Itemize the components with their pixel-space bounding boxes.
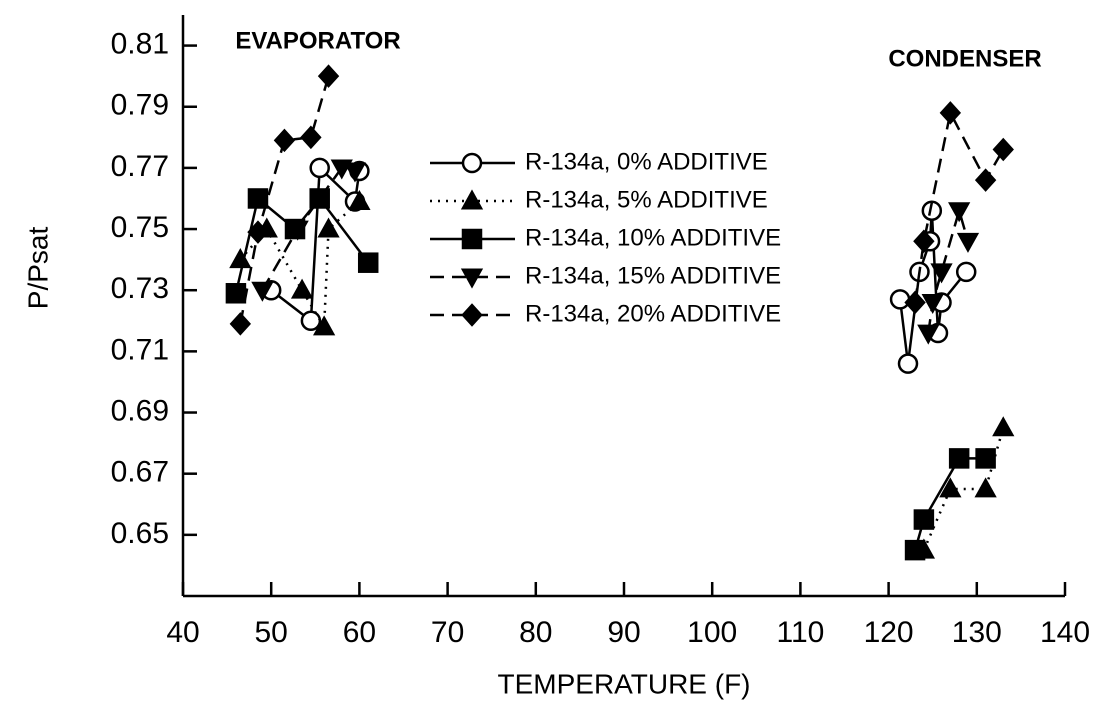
y-tick-label: 0.79 — [111, 89, 169, 122]
x-tick-label: 90 — [607, 616, 640, 649]
x-tick-label: 70 — [431, 616, 464, 649]
marker — [974, 477, 997, 498]
marker — [247, 188, 269, 209]
series-line — [239, 200, 1005, 551]
marker — [939, 477, 962, 498]
legend-marker — [460, 268, 484, 289]
x-tick-label: 50 — [255, 616, 288, 649]
marker — [956, 232, 980, 253]
y-tick-label: 0.75 — [111, 211, 169, 244]
marker — [913, 509, 935, 530]
marker — [948, 202, 971, 223]
marker — [273, 128, 296, 153]
marker — [300, 310, 322, 332]
x-tick-label: 120 — [864, 616, 914, 649]
marker — [300, 125, 322, 150]
marker — [904, 539, 926, 561]
y-tick-label: 0.69 — [111, 394, 169, 427]
marker — [921, 200, 943, 221]
x-tick-label: 140 — [1040, 616, 1090, 649]
marker — [955, 261, 977, 283]
x-tick-label: 40 — [166, 616, 199, 649]
marker — [992, 137, 1014, 162]
x-tick-label: 130 — [952, 616, 1002, 649]
y-tick-label: 0.77 — [111, 150, 169, 183]
y-tick-label: 0.81 — [111, 28, 169, 61]
marker — [247, 220, 269, 244]
annotation: CONDENSER — [888, 45, 1041, 72]
marker — [309, 157, 330, 179]
x-axis-label: TEMPERATURE (F) — [497, 668, 750, 699]
marker — [225, 283, 247, 304]
marker — [897, 353, 919, 374]
marker — [290, 278, 314, 299]
y-tick-label: 0.71 — [111, 333, 169, 366]
marker — [939, 101, 962, 125]
legend-marker — [461, 303, 483, 327]
x-tick-label: 80 — [519, 616, 552, 649]
marker — [921, 293, 944, 315]
marker — [312, 315, 336, 336]
marker — [251, 281, 274, 302]
marker — [975, 448, 996, 469]
x-tick-label: 100 — [687, 616, 737, 649]
legend-label: R-134a, 5% ADDITIVE — [525, 186, 768, 213]
y-tick-label: 0.65 — [111, 517, 169, 550]
marker — [889, 289, 911, 310]
legend-label: R-134a, 10% ADDITIVE — [525, 224, 781, 251]
legend-marker — [461, 228, 483, 250]
marker — [930, 263, 953, 284]
x-tick-label: 110 — [776, 616, 824, 649]
legend-marker — [460, 189, 484, 210]
legend-label: R-134a, 15% ADDITIVE — [525, 262, 781, 289]
legend-label: R-134a, 0% ADDITIVE — [525, 148, 768, 175]
y-tick-label: 0.67 — [111, 456, 169, 489]
marker — [317, 64, 340, 88]
marker — [992, 416, 1015, 437]
legend-label: R-134a, 20% ADDITIVE — [525, 300, 781, 327]
marker — [948, 448, 970, 469]
series-line — [261, 166, 970, 334]
marker — [913, 229, 935, 254]
marker — [309, 188, 330, 209]
marker — [917, 324, 940, 345]
marker — [317, 217, 340, 238]
marker — [348, 189, 371, 210]
legend-marker — [461, 152, 483, 174]
marker — [286, 220, 309, 241]
marker — [974, 168, 997, 192]
x-tick-label: 60 — [343, 616, 376, 649]
marker — [904, 290, 926, 315]
marker — [343, 162, 367, 183]
y-tick-label: 0.73 — [111, 272, 169, 305]
annotation: EVAPORATOR — [235, 27, 400, 54]
y-axis-label: P/Psat — [22, 227, 53, 310]
marker — [357, 252, 379, 273]
marker — [229, 312, 252, 336]
